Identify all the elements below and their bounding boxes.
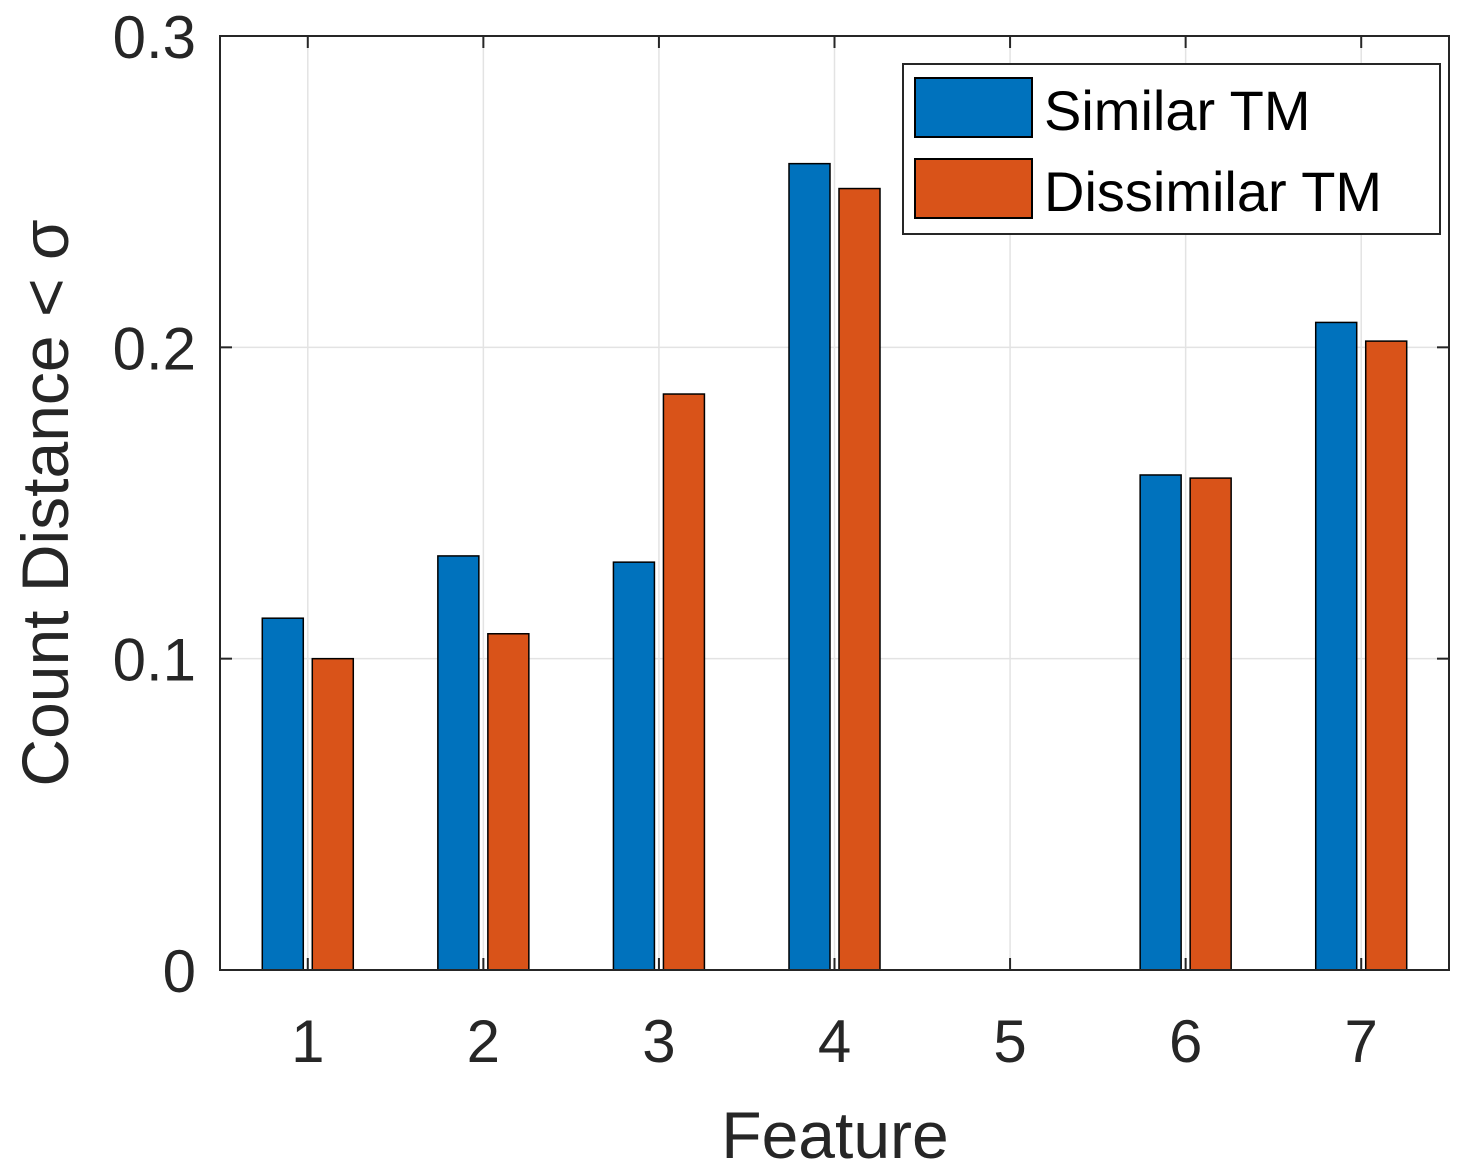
x-tick-label: 3 <box>642 1008 675 1075</box>
x-tick-label: 2 <box>467 1008 500 1075</box>
bar-similar-3 <box>612 561 656 971</box>
x-tick-label: 4 <box>818 1008 851 1075</box>
bar-dissimilar-6 <box>1189 477 1232 971</box>
axes <box>219 35 1450 971</box>
bar-dissimilar-7 <box>1364 340 1408 971</box>
legend-label-similar: Similar TM <box>1044 79 1311 142</box>
bar-similar-4 <box>788 162 831 971</box>
x-tick-label: 7 <box>1345 1008 1378 1075</box>
bar-similar-2 <box>437 555 480 971</box>
bar-dissimilar-4 <box>838 187 881 971</box>
bar-similar-6 <box>1139 474 1182 971</box>
bars <box>261 162 1408 971</box>
legend: Similar TM Dissimilar TM <box>902 63 1441 235</box>
bar-dissimilar-3 <box>662 393 706 971</box>
bar-dissimilar-1 <box>311 657 355 971</box>
x-axis-title: Feature <box>721 1098 948 1172</box>
legend-swatch-similar <box>914 77 1033 138</box>
y-tick-label: 0.1 <box>113 627 196 694</box>
y-tick-labels: 0 0.1 0.2 0.3 <box>113 4 196 1005</box>
bar-similar-7 <box>1314 321 1358 971</box>
bar-similar-1 <box>261 617 305 971</box>
y-axis-title: Count Distance < σ <box>8 219 82 786</box>
y-tick-label: 0.3 <box>113 4 196 71</box>
y-tick-label: 0.2 <box>113 315 196 382</box>
y-tick-label: 0 <box>163 938 196 1005</box>
bar-dissimilar-2 <box>487 633 530 971</box>
legend-label-dissimilar: Dissimilar TM <box>1044 160 1382 223</box>
x-tick-label: 1 <box>291 1008 324 1075</box>
legend-swatch-dissimilar <box>914 158 1033 219</box>
x-tick-label: 6 <box>1169 1008 1202 1075</box>
x-tick-label: 5 <box>993 1008 1026 1075</box>
x-tick-labels: 1 2 3 4 5 6 7 <box>291 1008 1378 1075</box>
